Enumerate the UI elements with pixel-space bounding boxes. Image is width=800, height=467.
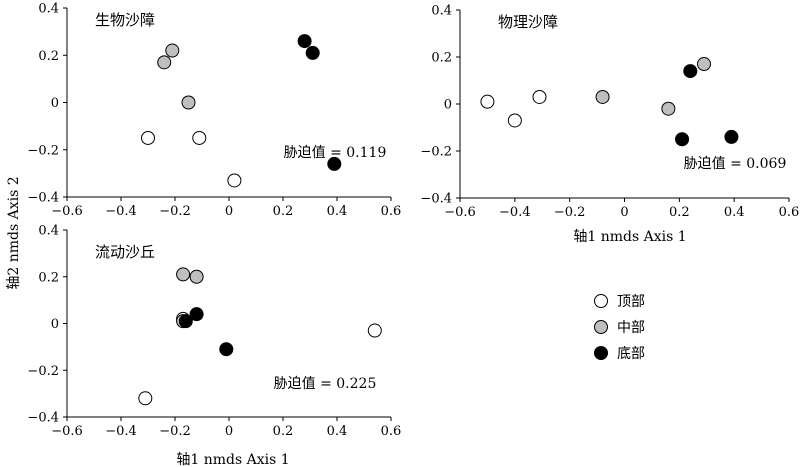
scatter-point-bottom	[189, 307, 204, 322]
scatter-point-middle	[165, 43, 180, 58]
y-tick-label: 0.4	[38, 2, 59, 17]
scatter-point-top	[141, 130, 155, 145]
x-tick-label: −0.6	[51, 204, 83, 219]
scatter-point-middle	[157, 55, 172, 70]
x-tick-label: −0.4	[499, 205, 531, 220]
y-tick-label: 0	[51, 317, 59, 332]
x-tick-label: −0.2	[554, 205, 586, 220]
stress-annotation: 胁迫值 = 0.069	[684, 156, 787, 172]
scatter-point-bottom	[724, 129, 739, 144]
legend-marker-middle	[594, 320, 608, 334]
scatter-point-middle	[181, 95, 196, 110]
x-tick-label: −0.4	[105, 424, 137, 439]
x-tick-label: 0.2	[273, 204, 294, 219]
legend-label-middle: 中部	[617, 320, 645, 336]
y-tick-label: 0.4	[38, 224, 59, 239]
x-tick-label: 0.6	[381, 424, 402, 439]
stress-annotation: 胁迫值 = 0.225	[274, 376, 377, 392]
y-axis-label: 轴2 nmds Axis 2	[6, 176, 22, 289]
y-tick-label: −0.4	[27, 191, 59, 206]
y-tick-label: −0.2	[420, 145, 452, 160]
scatter-point-top	[480, 94, 495, 109]
scatter-point-top	[532, 89, 547, 104]
scatter-point-bottom	[219, 342, 234, 357]
scatter-point-middle	[661, 101, 676, 116]
x-tick-label: 0.6	[381, 204, 402, 219]
x-tick-label: 0	[225, 204, 233, 219]
x-tick-label: 0.2	[669, 205, 690, 220]
x-tick-label: −0.6	[51, 424, 83, 439]
scatter-point-bottom	[675, 132, 690, 147]
scatter-point-top	[227, 173, 242, 188]
y-tick-label: 0.2	[38, 49, 59, 64]
x-tick-label: −0.6	[444, 205, 476, 220]
scatter-point-bottom	[327, 156, 342, 171]
x-tick-label: 0	[620, 205, 628, 220]
scatter-point-bottom	[683, 64, 698, 79]
legend-label-top: 顶部	[617, 294, 645, 310]
scatter-point-top	[138, 391, 153, 406]
x-tick-label: 0	[225, 424, 233, 439]
scatter-point-top	[192, 130, 207, 145]
scatter-point-top	[507, 113, 522, 128]
scatter-point-middle	[176, 267, 191, 282]
panel-3: −0.6 −0.4 −0.2 0 0.2 0.4 0.60.40.20−0.2−0.4流动沙…	[27, 224, 401, 440]
y-tick-label: −0.2	[27, 143, 59, 158]
y-tick-label: −0.4	[420, 192, 452, 207]
panel-title: 物理沙障	[498, 13, 558, 31]
x-tick-label: 0.4	[327, 424, 348, 439]
scatter-point-bottom	[297, 34, 312, 49]
x-tick-label: 0.4	[327, 204, 348, 219]
y-tick-label: 0.2	[38, 270, 59, 285]
x-tick-label: 0.4	[724, 205, 745, 220]
legend-marker-bottom	[594, 346, 608, 360]
x-axis-label-bottom: 轴1 nmds Axis 1	[176, 452, 289, 467]
x-tick-label: −0.2	[159, 424, 191, 439]
scatter-point-middle	[697, 57, 712, 72]
panel-2: −0.6 −0.4 −0.2 0 0.2 0.4 0.60.40.20−0.2−0.4物理沙…	[420, 4, 799, 221]
y-tick-label: −0.2	[27, 364, 59, 379]
y-tick-label: 0	[444, 98, 452, 113]
scatter-point-middle	[595, 89, 610, 104]
x-tick-label: 0.6	[779, 205, 800, 220]
legend: 顶部 中部 底部	[594, 294, 645, 362]
scatter-point-middle	[189, 269, 204, 284]
y-tick-label: 0.2	[431, 51, 452, 66]
y-tick-label: 0	[51, 96, 59, 111]
y-tick-label: 0.4	[431, 4, 452, 19]
x-tick-label: −0.2	[159, 204, 191, 219]
panel-title: 生物沙障	[95, 11, 155, 29]
scatter-point-bottom	[178, 314, 193, 329]
stress-annotation: 胁迫值 = 0.119	[284, 145, 387, 161]
x-tick-label: −0.4	[105, 204, 137, 219]
y-tick-label: −0.4	[27, 411, 59, 426]
scatter-point-bottom	[305, 45, 320, 60]
legend-label-bottom: 底部	[617, 346, 645, 362]
scatter-point-top	[367, 323, 382, 338]
panel-title: 流动沙丘	[95, 243, 155, 261]
x-axis-label-top-right: 轴1 nmds Axis 1	[573, 229, 686, 245]
panel-1: −0.6 −0.4 −0.2 0 0.2 0.4 0.60.40.20−0.2−0.4生物沙…	[27, 2, 401, 220]
legend-marker-top	[594, 294, 608, 308]
x-tick-label: 0.2	[273, 424, 294, 439]
